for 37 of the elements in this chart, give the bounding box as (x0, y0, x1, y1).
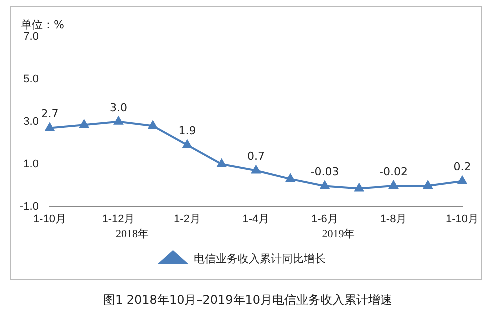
y-tick-label: 3.0 (24, 116, 39, 128)
data-label: 3.0 (110, 101, 128, 114)
point (458, 176, 467, 184)
point (183, 140, 192, 148)
y-tick-label: 7.0 (24, 31, 39, 44)
y-tick-label: 1.0 (24, 158, 39, 170)
data-label: -0.02 (380, 165, 408, 178)
y-tick-label: 5.0 (24, 73, 39, 86)
point (354, 184, 364, 192)
data-label: 0.7 (247, 150, 265, 164)
point (320, 181, 330, 190)
x-tick-label: 1-4月 (242, 213, 270, 226)
text: 2018年 (116, 228, 149, 240)
point (148, 121, 158, 130)
point (217, 159, 226, 168)
point (45, 123, 54, 132)
y-tick-label: -1.0 (20, 200, 39, 213)
legend-label: 电信业务收入累计同比增长 (194, 252, 326, 266)
point (80, 120, 89, 128)
x-tick-label: 1-10月 (446, 213, 480, 226)
point (114, 116, 124, 125)
x-tick-label: 1-6月 (312, 213, 338, 226)
point (286, 174, 296, 182)
data-label: 2.7 (41, 108, 59, 121)
data-label: 1.9 (178, 124, 196, 138)
text: 2019年 (322, 228, 356, 240)
x-tick-label: 1-12月 (102, 213, 136, 226)
x-tick-label: 1-10月 (33, 213, 66, 226)
point (252, 166, 261, 174)
point (424, 181, 433, 189)
text: 图1 2018年10月–2019年10月电信业务收入累计增速 (102, 292, 394, 309)
point (389, 181, 398, 189)
data-label: 0.2 (454, 160, 472, 174)
x-tick-label: 1-8月 (380, 213, 408, 226)
x-tick-label: 1-2月 (174, 213, 201, 226)
y-axis-title: 单位：% (21, 18, 64, 32)
data-label: -0.03 (310, 166, 340, 179)
